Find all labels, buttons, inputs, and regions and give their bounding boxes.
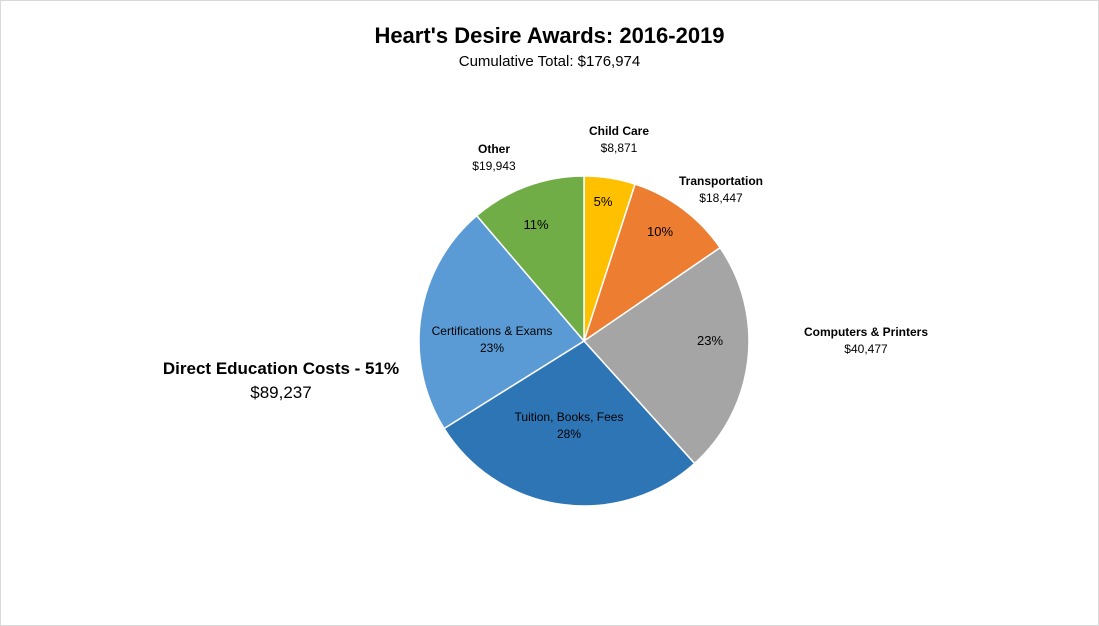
slice-pct: 28%: [556, 427, 582, 441]
slice-name: Certifications & Exams: [431, 324, 553, 338]
inner-label-tuition: Tuition, Books, Fees 28%: [494, 409, 644, 443]
pct-label-computers-printers: 23%: [696, 333, 724, 348]
chart-subtitle: Cumulative Total: $176,974: [458, 53, 641, 70]
slice-name: Other: [477, 142, 510, 156]
pie-slice-computers-printers: [582, 246, 750, 465]
slice-value: $18,447: [699, 191, 743, 205]
slice-name: Transportation: [678, 174, 763, 188]
slice-value: $19,943: [472, 159, 516, 173]
inner-label-certifications: Certifications & Exams 23%: [417, 323, 567, 357]
label-child-care: Child Care $8,871: [569, 123, 669, 157]
pct-label-other: 11%: [523, 217, 549, 232]
group-label: Direct Education Costs - 51%: [162, 359, 400, 378]
slice-value: $40,477: [844, 342, 888, 356]
pie-slice-tuition-books-fees: [443, 340, 696, 507]
pie-slice-transportation: [582, 183, 722, 343]
group-annotation: Direct Education Costs - 51% $89,237: [141, 357, 421, 405]
pie-slice-certifications-exams: [418, 214, 586, 430]
slice-name: Child Care: [588, 124, 649, 138]
slice-name: Tuition, Books, Fees: [514, 410, 624, 424]
slice-name: Computers & Printers: [803, 325, 929, 339]
label-computers-printers: Computers & Printers $40,477: [781, 324, 951, 358]
label-other: Other $19,943: [449, 141, 539, 175]
chart-title: Heart's Desire Awards: 2016-2019: [374, 23, 725, 48]
slice-pct: 23%: [479, 341, 505, 355]
slice-value: $8,871: [600, 141, 638, 155]
pct-label-transportation: 10%: [646, 224, 674, 239]
group-value: $89,237: [250, 383, 312, 402]
label-transportation: Transportation $18,447: [661, 173, 781, 207]
pct-label-child-care: 5%: [593, 194, 613, 209]
pie-slice-other: [475, 175, 585, 344]
